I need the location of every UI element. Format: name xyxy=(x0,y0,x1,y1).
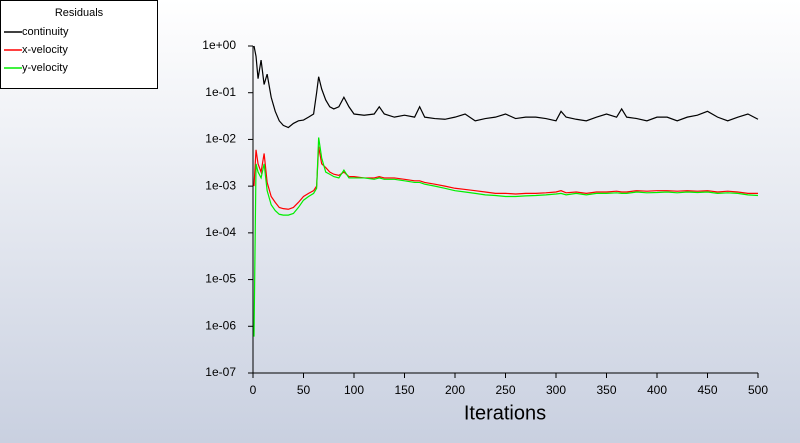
y-tick-label: 1e-02 xyxy=(205,132,236,146)
y-tick-label: 1e-06 xyxy=(205,318,236,332)
legend-label: x-velocity xyxy=(22,44,68,56)
x-tick-label: 50 xyxy=(297,383,311,397)
x-tick-label: 500 xyxy=(748,383,768,397)
y-tick-label: 1e-04 xyxy=(205,225,236,239)
y-tick-label: 1e-03 xyxy=(205,178,236,192)
y-tick-label: 1e+00 xyxy=(202,38,236,52)
legend-label: y-velocity xyxy=(22,62,68,74)
x-tick-label: 450 xyxy=(697,383,717,397)
y-tick-label: 1e-01 xyxy=(205,85,236,99)
series-line xyxy=(253,137,759,337)
y-tick-label: 1e-05 xyxy=(205,272,236,286)
x-tick-label: 350 xyxy=(596,383,616,397)
legend-box xyxy=(0,0,158,89)
y-tick-label: 1e-07 xyxy=(205,365,236,379)
x-tick-label: 200 xyxy=(445,383,465,397)
x-tick-label: 250 xyxy=(495,383,515,397)
x-tick-label: 0 xyxy=(250,383,257,397)
x-tick-label: 400 xyxy=(647,383,667,397)
legend-title: Residuals xyxy=(55,7,104,19)
x-tick-label: 100 xyxy=(344,383,364,397)
series-line xyxy=(253,45,759,129)
series-line xyxy=(253,146,758,210)
x-tick-label: 150 xyxy=(394,383,414,397)
legend-label: continuity xyxy=(22,26,69,38)
x-tick-label: 300 xyxy=(546,383,566,397)
x-axis-label: Iterations xyxy=(464,402,546,424)
